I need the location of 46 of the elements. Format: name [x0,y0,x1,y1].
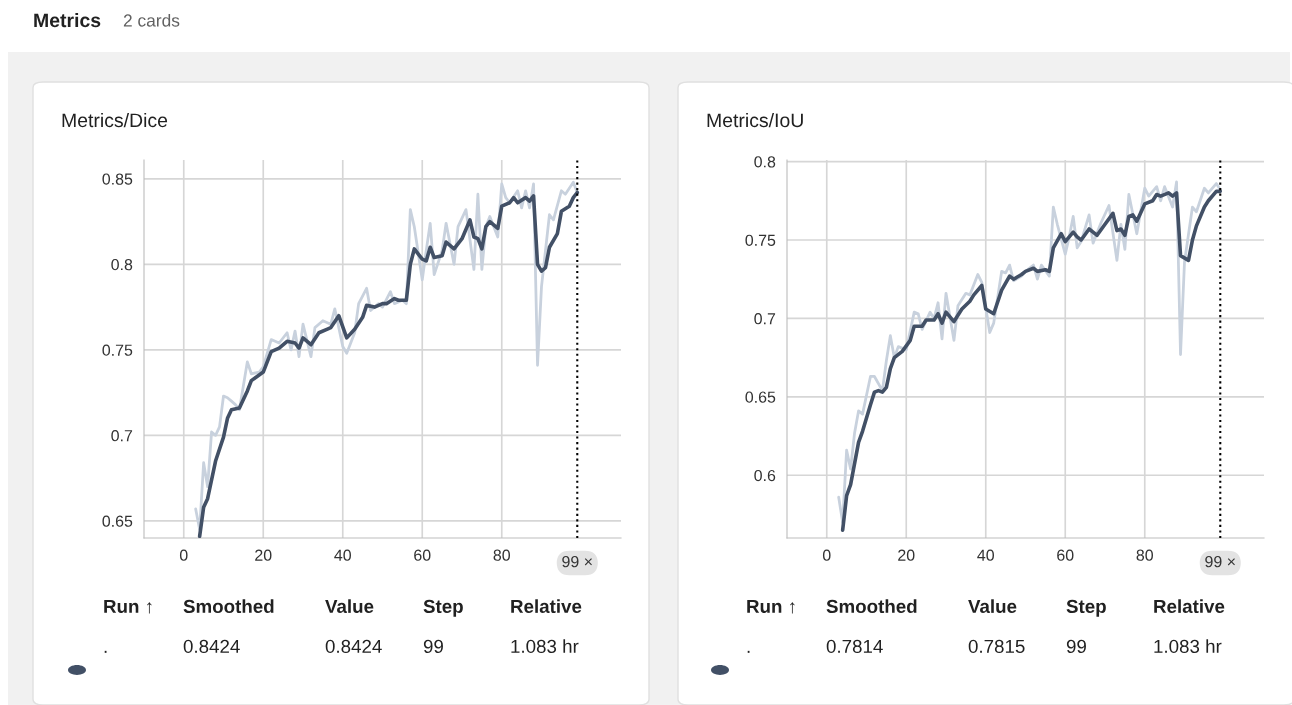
y-tick-label: 0.8 [754,156,776,168]
x-tick-label: 0 [179,549,188,561]
text: Smoothed [826,599,917,614]
text: 0.7814 [826,639,883,654]
y-tick-label: 0.65 [745,391,776,403]
text: Value [968,599,1017,614]
text: 99 [1066,639,1086,654]
x-tick-label: 80 [1136,549,1154,561]
x-tick-label: 60 [414,549,431,561]
text: Relative [511,599,582,614]
y-tick-label: 0.7 [111,430,133,442]
x-tick-label: 40 [334,549,352,561]
text: Metrics [34,12,101,28]
ref-line-label: 99 × [1205,555,1235,568]
chart-title: Metrics/Dice [62,112,168,128]
text: 0.8424 [183,639,240,654]
x-tick-label: 40 [977,549,995,561]
text: Relative [1154,599,1225,614]
text: 99 [423,639,443,654]
text: 0.7815 [968,639,1025,654]
y-tick-label: 0.65 [102,515,133,527]
text: Value [325,599,374,614]
text: 0.8424 [325,639,382,654]
text: Run ↑ [747,599,795,614]
y-tick-label: 0.85 [102,173,133,185]
y-tick-label: 0.7 [754,313,776,325]
y-tick-label: 0.75 [102,344,133,356]
x-tick-label: 0 [822,549,831,561]
ref-line-label: 99 × [562,555,592,568]
x-tick-label: 80 [493,549,511,561]
text: 1.083 hr [1154,639,1222,654]
text: . [104,650,107,653]
x-tick-label: 20 [255,549,272,561]
y-tick-label: 0.8 [111,258,133,271]
text: . [747,650,750,653]
x-tick-label: 60 [1057,549,1074,561]
text: 1.083 hr [511,639,579,654]
y-tick-label: 0.75 [745,234,776,246]
x-tick-label: 20 [898,549,915,561]
text: Step [423,599,463,617]
text: 2 cards [123,13,180,27]
y-tick-label: 0.6 [754,469,776,482]
text: Run ↑ [104,599,152,614]
text: Step [1066,599,1106,617]
text: Smoothed [183,599,274,614]
chart-title: Metrics/IoU [707,112,803,128]
